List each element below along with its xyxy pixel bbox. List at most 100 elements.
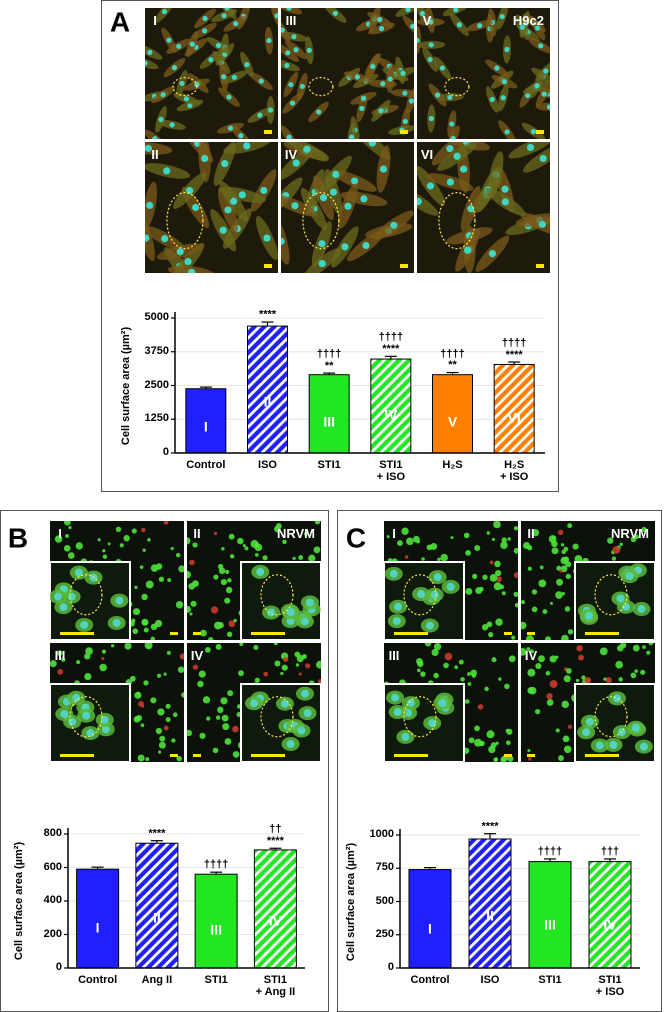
cell [205, 647, 211, 653]
inset-nucleus [394, 602, 403, 611]
scale-bar [170, 754, 178, 757]
nucleus [408, 98, 414, 104]
cell [175, 601, 184, 609]
nucleus [501, 79, 508, 85]
bar [370, 358, 412, 454]
cell [531, 606, 538, 613]
cell [440, 553, 448, 562]
nucleus [188, 268, 196, 273]
y-tick-label: 0 [55, 961, 62, 974]
cell [136, 715, 143, 722]
inset-nucleus [301, 689, 310, 698]
x-tick-label: Control [78, 974, 118, 986]
nucleus [161, 235, 169, 243]
cell [281, 664, 288, 671]
x-tick-label: ISO [258, 459, 277, 471]
significance: †††† [537, 845, 563, 858]
scale-bar [60, 754, 94, 757]
tile-label: IV [284, 147, 298, 163]
cell [298, 555, 304, 561]
tile-label: II [151, 147, 159, 163]
cell [513, 572, 518, 579]
cell [563, 675, 571, 683]
nucleus [221, 13, 227, 19]
cell [210, 606, 219, 614]
cell [470, 669, 478, 677]
nucleus [500, 95, 506, 101]
tile-label: IV [190, 648, 204, 664]
cell [559, 569, 563, 573]
cells [145, 8, 278, 139]
nucleus [171, 65, 178, 71]
nucleus [350, 177, 359, 185]
nucleus [146, 201, 154, 209]
cell [513, 526, 518, 531]
scale-bar [394, 632, 428, 635]
nucleus [370, 63, 376, 70]
cell [511, 635, 516, 640]
bar-label: II [263, 393, 272, 410]
nucleus [260, 186, 268, 195]
cell [75, 542, 83, 550]
inset-nucleus [585, 717, 594, 726]
cell [208, 636, 214, 640]
cell [172, 712, 178, 718]
cell [481, 624, 489, 631]
cell [145, 757, 150, 762]
nucleus [427, 56, 433, 63]
cell [316, 660, 321, 669]
cell [145, 580, 154, 589]
cells [50, 521, 184, 640]
cell [167, 578, 172, 583]
micrograph [145, 142, 278, 273]
nucleus [417, 197, 422, 206]
cell [528, 757, 532, 761]
inset-nucleus [595, 741, 604, 750]
cell [549, 601, 553, 605]
nucleus [546, 104, 550, 110]
scale-bar [585, 632, 619, 635]
cell [166, 650, 171, 655]
cell [68, 525, 72, 530]
nucleus [145, 144, 153, 152]
inset-nucleus [286, 608, 295, 617]
cell [486, 621, 493, 628]
cell [494, 757, 498, 761]
scale-bar [585, 754, 619, 757]
cell [141, 593, 148, 601]
cell [560, 556, 568, 565]
cell [555, 655, 559, 659]
nucleus [284, 62, 290, 69]
cell [479, 586, 484, 592]
cell-outline [166, 192, 204, 250]
y-tick-label: 2500 [144, 378, 169, 391]
cell [545, 636, 552, 640]
scale-bar [60, 632, 94, 635]
cell [263, 671, 269, 677]
nucleus [306, 47, 312, 53]
cell [215, 715, 221, 720]
inset-nucleus [303, 709, 312, 718]
cell [181, 692, 184, 698]
nucleus [489, 96, 495, 103]
cell [551, 540, 558, 548]
nucleus [176, 43, 182, 49]
cell [212, 747, 219, 754]
tile-label: I [392, 526, 396, 542]
cell [545, 670, 551, 676]
cell [314, 521, 321, 525]
nucleus [488, 250, 497, 258]
cell [527, 668, 536, 677]
cell [467, 682, 472, 686]
y-tick-label: 0 [162, 446, 169, 459]
cell [538, 579, 547, 588]
inset-nucleus [401, 732, 410, 741]
nucleus [183, 96, 190, 102]
nucleus [274, 13, 278, 19]
inset-nucleus [72, 693, 81, 702]
inset-nucleus [286, 740, 295, 749]
micrograph [521, 521, 655, 640]
x-tick-label: Control [410, 974, 450, 986]
nucleus [434, 92, 441, 98]
inset-nucleus [80, 621, 89, 630]
